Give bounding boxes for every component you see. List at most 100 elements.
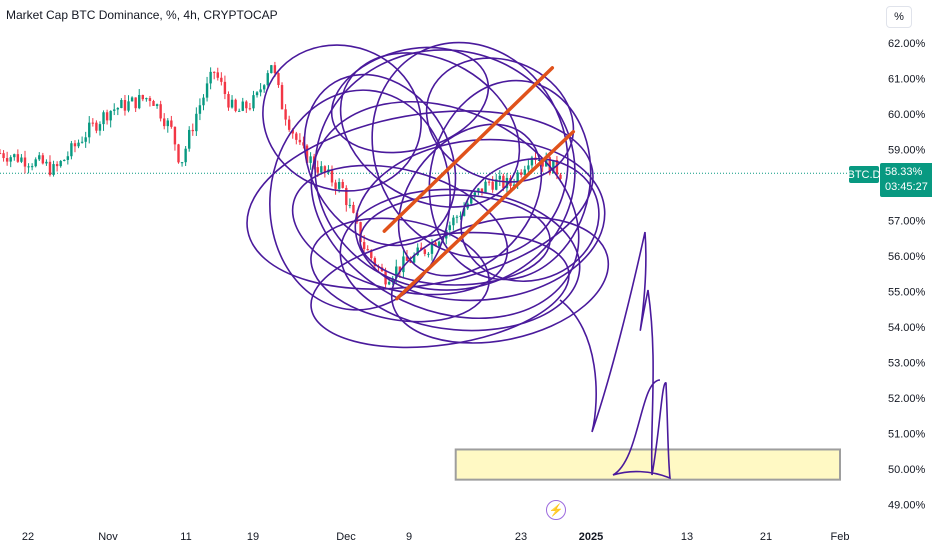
x-tick-label: Feb	[831, 531, 850, 543]
scribble-loop	[339, 188, 581, 332]
candle-body	[20, 157, 23, 162]
candle-body	[398, 266, 402, 273]
candle-body	[191, 129, 194, 132]
candle-body	[416, 247, 419, 256]
candle-body	[141, 95, 144, 100]
scribble-drawing[interactable]	[233, 10, 671, 480]
candle-body	[237, 110, 241, 112]
candle-body	[148, 98, 152, 101]
y-tick-label: 49.00%	[888, 500, 926, 512]
x-tick-label: 13	[681, 531, 693, 543]
candle-body	[98, 124, 102, 131]
candle-body	[55, 164, 59, 167]
candle-body	[155, 104, 159, 106]
candle-body	[455, 216, 459, 218]
candle-body	[184, 148, 187, 163]
candle-body	[412, 255, 416, 263]
candle-body	[505, 177, 509, 189]
x-tick-label: Nov	[98, 531, 118, 543]
candle-body	[205, 83, 209, 98]
percent-scale-button[interactable]: %	[886, 6, 912, 28]
candle-body	[280, 85, 284, 110]
candle-body	[462, 208, 466, 216]
x-tick-label: 19	[247, 531, 259, 543]
bar-countdown: 03:45:27	[885, 181, 928, 193]
candle-body	[213, 71, 216, 73]
candle-body	[0, 153, 2, 155]
candle-body	[91, 122, 95, 124]
candle-body	[134, 97, 137, 109]
candle-body	[409, 260, 412, 263]
candle-body	[302, 142, 305, 146]
candle-body	[52, 164, 55, 175]
scribble-loop	[397, 123, 543, 277]
trendline[interactable]	[382, 66, 555, 233]
candle-body	[13, 154, 16, 158]
price-axis[interactable]: 62.00%61.00%60.00%59.00%58.00%57.00%56.0…	[888, 38, 926, 512]
candle-body	[334, 182, 337, 189]
candle-body	[38, 155, 41, 160]
target-zone-box[interactable]	[454, 448, 841, 481]
x-tick-label: 21	[760, 531, 772, 543]
candle-body	[170, 120, 173, 127]
candle-body	[491, 181, 494, 190]
candle-body	[434, 242, 437, 247]
y-tick-label: 50.00%	[888, 464, 926, 476]
symbol-tag: BTC.D	[848, 166, 881, 183]
candle-body	[227, 94, 230, 108]
candle-body	[180, 162, 184, 164]
scribble-loop	[262, 44, 422, 192]
candle-body	[34, 159, 37, 167]
candle-body	[223, 81, 227, 95]
candle-body	[291, 129, 294, 134]
candle-body	[477, 188, 480, 193]
candle-body	[59, 161, 62, 167]
candle-body	[188, 129, 191, 149]
candle-body	[248, 108, 252, 110]
candle-body	[387, 281, 391, 285]
y-tick-label: 52.00%	[888, 393, 926, 405]
candle-body	[348, 204, 352, 206]
candle-body	[23, 157, 27, 167]
candle-body	[63, 159, 66, 162]
last-price-value: 58.33%	[885, 166, 923, 178]
lightning-icon[interactable]: ⚡	[546, 500, 566, 520]
candle-body	[552, 159, 555, 174]
trendline[interactable]	[395, 130, 576, 301]
candle-body	[80, 141, 84, 143]
x-tick-label: 23	[515, 531, 527, 543]
candle-body	[252, 95, 255, 109]
candle-body	[459, 215, 462, 217]
x-tick-label: 9	[406, 531, 412, 543]
candle-body	[512, 184, 516, 187]
candle-body	[402, 256, 405, 273]
x-tick-label: 22	[22, 531, 34, 543]
candle-body	[216, 72, 219, 78]
trendline-group[interactable]	[382, 66, 576, 301]
time-axis[interactable]: 22 Nov 11 19 Dec 9 23 2025 13 21 Feb	[22, 531, 850, 543]
candle-body	[448, 225, 452, 231]
scribble-loop	[310, 100, 580, 320]
candle-body	[498, 175, 501, 180]
y-tick-label: 62.00%	[888, 38, 926, 50]
scribble-tail	[559, 231, 671, 480]
y-tick-label: 61.00%	[888, 74, 926, 86]
y-tick-label: 60.00%	[888, 109, 926, 121]
candle-body	[405, 256, 409, 261]
candle-body	[277, 73, 280, 86]
candle-body	[345, 187, 348, 206]
candle-body	[270, 65, 273, 74]
candle-body	[373, 258, 377, 266]
candle-body	[138, 95, 141, 109]
candle-body	[255, 92, 259, 96]
candle-body	[366, 249, 369, 251]
candle-body	[173, 126, 177, 145]
scribble-loop	[269, 89, 451, 311]
x-tick-label: Dec	[336, 531, 356, 543]
candle-body	[130, 97, 134, 102]
candle-body	[152, 100, 155, 106]
candle-body	[316, 167, 319, 173]
candle-body	[116, 108, 120, 110]
candle-body	[109, 110, 112, 121]
